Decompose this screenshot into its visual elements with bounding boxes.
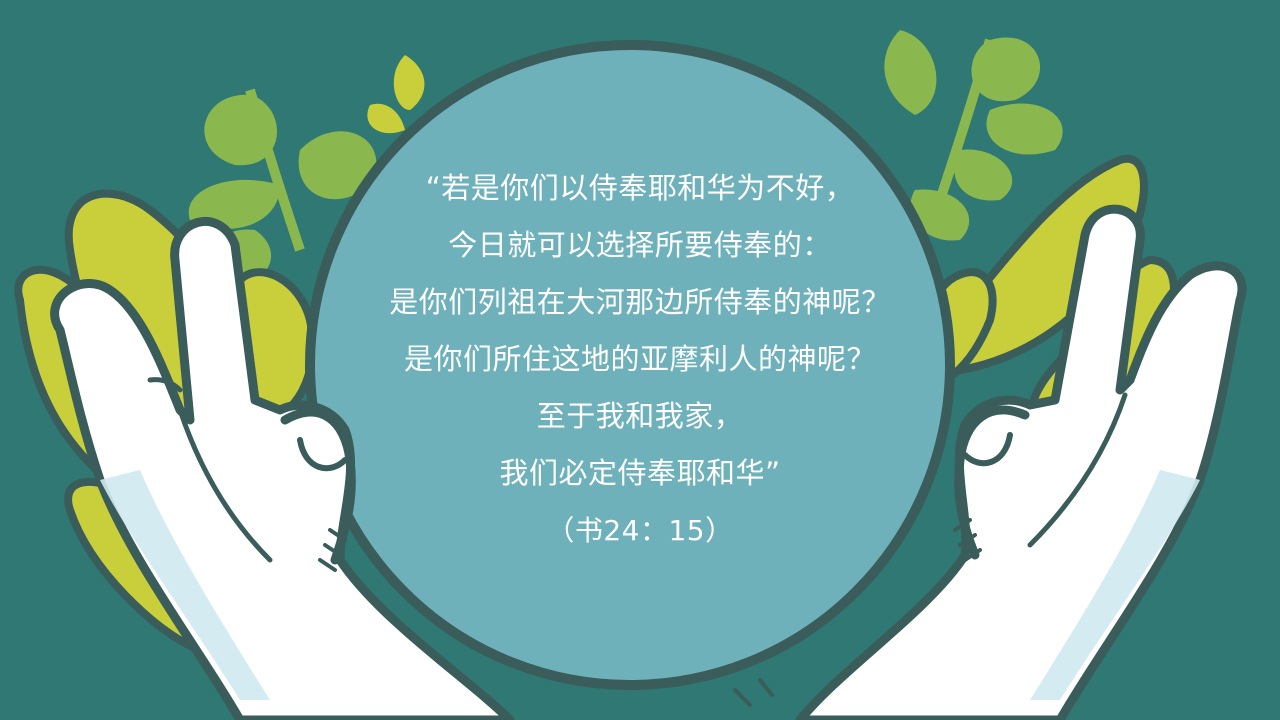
left-hand-illustration <box>50 217 515 720</box>
hand-shading-illustration <box>100 470 1200 700</box>
right-hand-illustration <box>733 204 1247 720</box>
right-leaves-illustration <box>884 30 1063 241</box>
left-leaves-illustration <box>188 55 425 281</box>
quote-line: “若是你们以侍奉耶和华为不好， <box>425 171 855 205</box>
quote-line: 至于我和我家， <box>536 399 744 433</box>
quote-line: 是你们列祖在大河那边所侍奉的神呢？ <box>389 285 891 319</box>
quote-circle <box>305 40 955 690</box>
quote-text-block: “若是你们以侍奉耶和华为不好， 今日就可以选择所要侍奉的： 是你们列祖在大河那边… <box>330 160 950 559</box>
quote-line: 我们必定侍奉耶和华” <box>499 456 781 490</box>
quote-reference: （书24：15） <box>546 514 734 547</box>
quote-line: 是你们所住这地的亚摩利人的神呢？ <box>403 342 876 376</box>
quote-line: 今日就可以选择所要侍奉的： <box>448 228 832 262</box>
